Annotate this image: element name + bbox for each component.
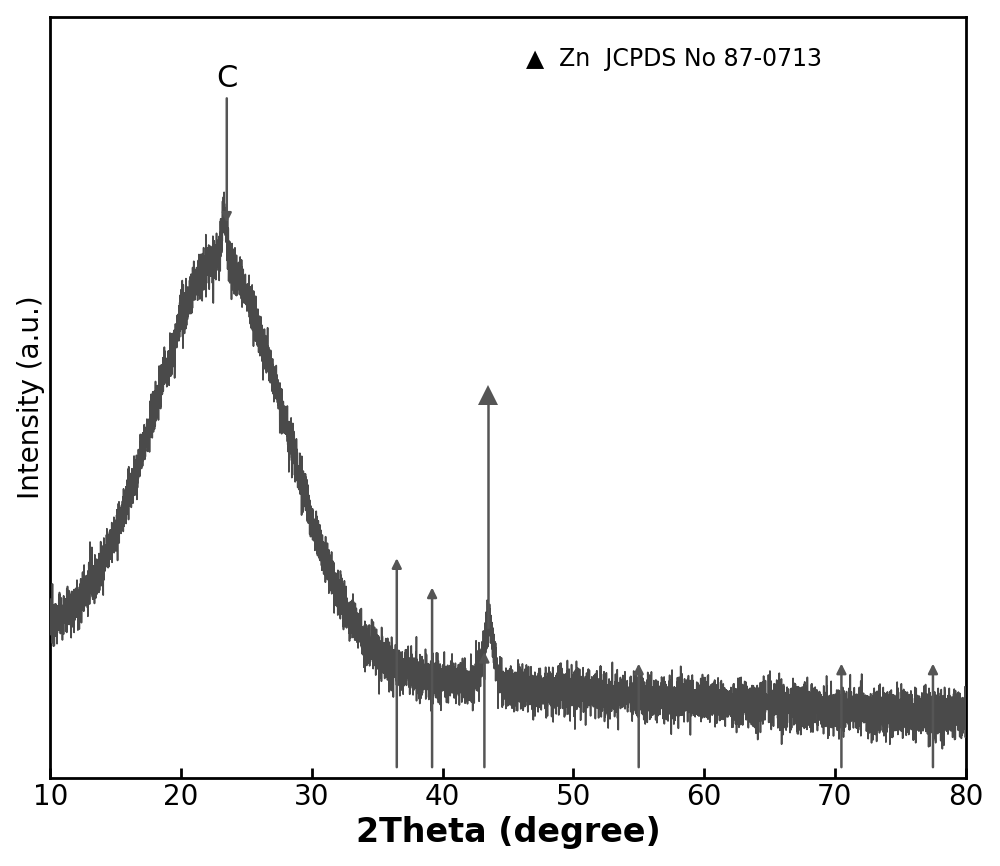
Y-axis label: Intensity (a.u.): Intensity (a.u.) — [17, 295, 45, 499]
Text: C: C — [216, 64, 237, 220]
X-axis label: 2Theta (degree): 2Theta (degree) — [356, 817, 660, 850]
Text: ▲  Zn  JCPDS No 87-0713: ▲ Zn JCPDS No 87-0713 — [526, 47, 822, 71]
